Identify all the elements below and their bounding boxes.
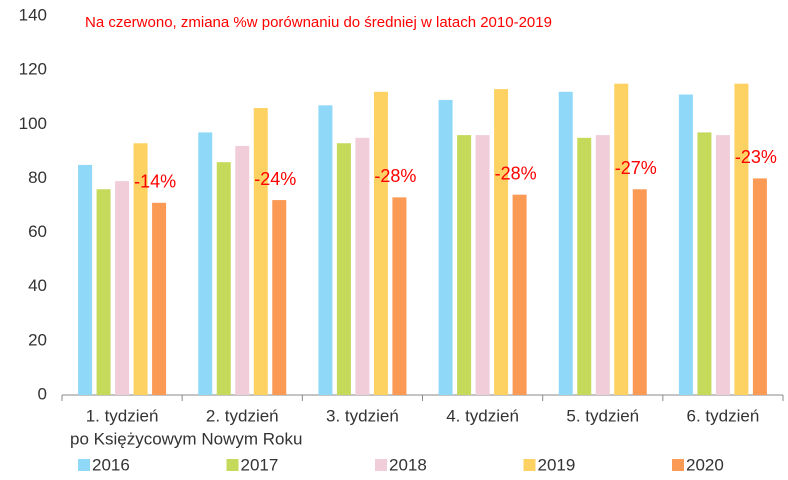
bar bbox=[752, 178, 767, 395]
bar bbox=[253, 108, 268, 396]
bar bbox=[392, 197, 407, 395]
legend-swatch bbox=[672, 459, 684, 471]
annotation: -28% bbox=[495, 163, 537, 183]
y-tick-label: 20 bbox=[28, 330, 47, 349]
y-tick-label: 0 bbox=[38, 384, 47, 403]
bar bbox=[272, 200, 287, 395]
x-tick-label: 1. tydzień bbox=[86, 406, 159, 425]
bar bbox=[336, 143, 351, 395]
y-tick-label: 120 bbox=[19, 60, 47, 79]
bar bbox=[595, 135, 610, 395]
bar bbox=[373, 91, 388, 396]
bar bbox=[734, 83, 749, 395]
legend-swatch bbox=[78, 459, 90, 471]
chart-title: Na czerwono, zmiana %w porównaniu do śre… bbox=[85, 14, 552, 31]
x-tick-label: 2. tydzień bbox=[206, 406, 279, 425]
bar bbox=[494, 89, 509, 395]
bar bbox=[438, 99, 453, 396]
bar bbox=[577, 137, 592, 396]
annotation: -14% bbox=[134, 172, 176, 192]
legend-swatch bbox=[375, 459, 387, 471]
bar bbox=[318, 105, 333, 395]
bar bbox=[512, 194, 527, 395]
bar bbox=[152, 202, 167, 395]
x-tick-label: 4. tydzień bbox=[446, 406, 519, 425]
bar bbox=[115, 181, 130, 395]
bar bbox=[475, 135, 490, 395]
bar bbox=[355, 137, 370, 396]
bar bbox=[457, 135, 472, 395]
legend-label: 2020 bbox=[686, 455, 724, 474]
y-tick-label: 40 bbox=[28, 276, 47, 295]
bar bbox=[558, 91, 573, 396]
y-tick-label: 140 bbox=[19, 5, 47, 24]
legend-label: 2018 bbox=[389, 455, 427, 474]
bar bbox=[697, 132, 712, 395]
annotation: -28% bbox=[374, 166, 416, 186]
bar bbox=[678, 94, 693, 395]
x-axis-label: po Księżycowym Nowym Roku bbox=[70, 429, 302, 448]
bar bbox=[78, 164, 93, 395]
annotation: -27% bbox=[615, 158, 657, 178]
annotation: -24% bbox=[254, 169, 296, 189]
legend-swatch bbox=[523, 459, 536, 471]
annotation: -23% bbox=[735, 147, 777, 167]
x-tick-label: 3. tydzień bbox=[326, 406, 399, 425]
legend-label: 2019 bbox=[538, 455, 576, 474]
y-tick-label: 100 bbox=[19, 114, 47, 133]
bar bbox=[235, 145, 250, 395]
legend-label: 2017 bbox=[241, 455, 279, 474]
bar bbox=[614, 83, 629, 395]
x-tick-label: 5. tydzień bbox=[566, 406, 639, 425]
bar bbox=[198, 132, 213, 395]
bar bbox=[715, 135, 730, 395]
legend-swatch bbox=[226, 459, 239, 471]
bar bbox=[133, 143, 148, 395]
legend-label: 2016 bbox=[92, 455, 130, 474]
bar bbox=[96, 189, 111, 395]
y-tick-label: 80 bbox=[28, 168, 47, 187]
bar bbox=[632, 189, 647, 395]
y-tick-label: 60 bbox=[28, 222, 47, 241]
bar bbox=[216, 162, 231, 395]
x-tick-label: 6. tydzień bbox=[687, 406, 760, 425]
